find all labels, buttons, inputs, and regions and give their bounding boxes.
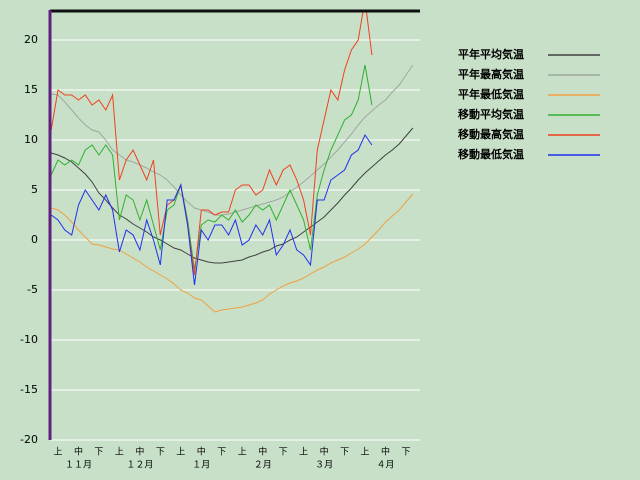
legend-label: 平年最高気温 bbox=[458, 67, 524, 81]
series-line bbox=[50, 64, 373, 271]
lines bbox=[50, 10, 414, 313]
month-label: ２月 bbox=[254, 460, 272, 471]
series-line bbox=[51, 64, 414, 216]
y-tick-label: 5 bbox=[31, 183, 38, 196]
x-tick-label: 中 bbox=[320, 446, 329, 458]
x-tick-label: 下 bbox=[94, 448, 103, 458]
y-tick-label: 20 bbox=[24, 33, 38, 46]
legend-label: 移動最高気温 bbox=[458, 127, 524, 141]
x-tick-label: 下 bbox=[401, 448, 410, 458]
y-tick-label: -5 bbox=[27, 283, 38, 296]
x-tick-label: 上 bbox=[361, 447, 370, 458]
x-tick-label: 下 bbox=[217, 448, 226, 458]
x-tick-label: 中 bbox=[258, 446, 267, 458]
x-tick-label: 下 bbox=[279, 448, 288, 458]
x-tick-label: 上 bbox=[299, 447, 308, 458]
month-label: １１月 bbox=[65, 460, 92, 471]
x-tick-label: 上 bbox=[176, 447, 185, 458]
x-tick-label: 中 bbox=[74, 446, 83, 458]
month-label: １月 bbox=[192, 460, 210, 471]
series-line bbox=[50, 133, 373, 286]
y-tick-label: 10 bbox=[24, 133, 38, 146]
plot-area bbox=[50, 10, 420, 440]
month-label: １２月 bbox=[126, 460, 153, 471]
x-tick-label: 上 bbox=[238, 447, 247, 458]
legend-label: 移動平均気温 bbox=[458, 107, 524, 121]
y-tick-label: 0 bbox=[31, 233, 38, 246]
series-line bbox=[50, 10, 373, 276]
legend-label: 平年最低気温 bbox=[458, 87, 524, 101]
labels: -20-15-10-505101520上中下上中下上中下上中下上中下上中下１１月… bbox=[20, 33, 410, 471]
x-tick-label: 下 bbox=[156, 448, 165, 458]
x-tick-label: 中 bbox=[197, 446, 206, 458]
month-label: ４月 bbox=[377, 460, 395, 471]
legend-label: 移動最低気温 bbox=[458, 147, 524, 161]
y-tick-label: -20 bbox=[20, 433, 38, 446]
month-label: ３月 bbox=[315, 460, 333, 471]
series-line bbox=[51, 193, 414, 313]
y-tick-label: -10 bbox=[20, 333, 38, 346]
x-tick-label: 上 bbox=[115, 447, 124, 458]
x-tick-label: 上 bbox=[53, 447, 62, 458]
x-tick-label: 下 bbox=[340, 448, 349, 458]
y-tick-label: 15 bbox=[24, 83, 38, 96]
y-tick-label: -15 bbox=[20, 383, 38, 396]
x-tick-label: 中 bbox=[381, 446, 390, 458]
legend-label: 平年平均気温 bbox=[458, 47, 524, 61]
x-tick-label: 中 bbox=[135, 446, 144, 458]
